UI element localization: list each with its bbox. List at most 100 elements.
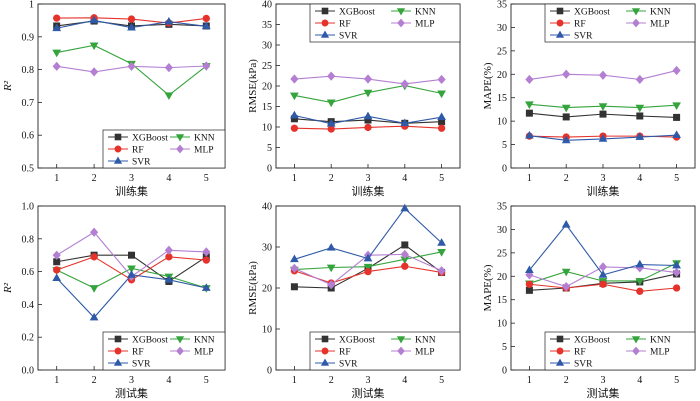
- data-point: [599, 110, 607, 118]
- legend-label: MLP: [415, 19, 435, 29]
- data-point: [127, 22, 136, 31]
- y-tick-label: 1: [29, 0, 34, 11]
- legend-entry: XGBoost: [108, 335, 168, 345]
- data-point: [164, 63, 173, 73]
- legend-label: KNN: [194, 133, 215, 143]
- legend-entry: RF: [315, 347, 351, 357]
- x-tick-label: 3: [601, 173, 606, 184]
- data-point: [53, 266, 61, 274]
- x-tick-label: 3: [129, 173, 134, 184]
- x-tick-label: 1: [54, 375, 59, 386]
- y-axis-label: R²: [2, 282, 14, 294]
- data-point: [326, 264, 336, 273]
- data-point: [127, 265, 136, 274]
- data-point: [363, 253, 373, 262]
- x-tick-label: 1: [292, 375, 297, 386]
- legend-entry: XGBoost: [315, 335, 375, 345]
- data-point: [127, 61, 136, 71]
- chart-panel-1: 0.5 0.6 0.7 0.8 0.9 1 1 2 3 4 5 训练集 R² XGBoost KNN RF ML…: [2, 0, 226, 198]
- data-point: [561, 135, 571, 144]
- legend-marker: [632, 18, 640, 28]
- data-point: [52, 273, 62, 282]
- series-svr: [52, 270, 211, 321]
- y-tick-label: 10: [262, 325, 272, 336]
- series-svr: [290, 110, 446, 127]
- data-point: [202, 14, 210, 23]
- legend-entry: MLP: [391, 18, 435, 29]
- y-tick-label: 20: [262, 284, 272, 295]
- data-point: [672, 260, 681, 269]
- series-knn: [525, 101, 681, 113]
- legend-entry: RF: [550, 347, 586, 357]
- y-tick-label: 10: [262, 123, 272, 134]
- legend-label: SVR: [339, 359, 358, 369]
- data-point: [202, 247, 211, 257]
- x-tick-label: 5: [439, 173, 444, 184]
- legend-marker: [555, 358, 565, 366]
- y-tick-label: 40: [262, 202, 272, 213]
- data-point: [202, 256, 210, 264]
- x-axis-label: 测试集: [352, 386, 385, 400]
- x-tick-label: 4: [166, 173, 171, 184]
- y-tick-label: 0.9: [22, 32, 35, 43]
- legend-label: KNN: [650, 7, 671, 17]
- data-point: [89, 312, 99, 321]
- y-tick-label: 30: [262, 41, 272, 52]
- data-point: [52, 61, 61, 71]
- legend-entry: KNN: [170, 335, 215, 345]
- legend-marker: [556, 347, 564, 355]
- y-tick-label: 30: [262, 243, 272, 254]
- legend-entry: KNN: [391, 335, 436, 345]
- y-tick-label: 40: [262, 0, 272, 11]
- x-tick-label: 5: [439, 375, 444, 386]
- legend-label: RF: [132, 145, 144, 155]
- chart-panel-6: 0 5 10 15 20 25 30 35 1 2 3 4 5 测试集 MAPE(%) XGBoost KNN R…: [482, 202, 696, 400]
- data-point: [201, 283, 211, 291]
- legend: XGBoost KNN RF MLP SVR: [309, 3, 461, 43]
- data-point: [599, 280, 607, 288]
- series-svr: [52, 15, 211, 32]
- y-tick-label: 25: [262, 61, 272, 72]
- data-point: [326, 99, 336, 108]
- data-point: [437, 90, 446, 99]
- data-point: [673, 113, 681, 121]
- legend-entry: RF: [108, 347, 144, 357]
- data-point: [525, 130, 534, 139]
- y-tick-label: 10: [497, 117, 507, 128]
- y-tick-label: 20: [497, 272, 507, 283]
- y-tick-label: 35: [497, 202, 507, 213]
- legend-marker: [113, 156, 123, 164]
- y-axis-label: MAPE(%): [482, 62, 494, 109]
- data-point: [363, 263, 373, 272]
- legend-marker: [556, 19, 564, 27]
- legend-label: MLP: [650, 347, 670, 357]
- legend-marker: [114, 133, 122, 141]
- data-point: [52, 250, 61, 260]
- y-axis-label: RMSE(kPa): [247, 59, 259, 113]
- legend-marker: [175, 134, 185, 142]
- data-point: [326, 243, 336, 251]
- legend: XGBoost KNN RF MLP SVR: [544, 3, 696, 43]
- legend-marker: [555, 30, 565, 38]
- legend-marker: [631, 336, 641, 344]
- legend-label: RF: [132, 347, 144, 357]
- legend-marker: [556, 335, 564, 343]
- legend-entry: SVR: [550, 30, 593, 41]
- x-tick-label: 4: [402, 375, 407, 386]
- data-point: [598, 270, 608, 278]
- legend-entry: SVR: [550, 358, 593, 369]
- legend-label: RF: [574, 347, 586, 357]
- data-point: [636, 112, 644, 120]
- legend-marker: [320, 358, 330, 366]
- data-point: [89, 285, 99, 293]
- legend-marker: [321, 19, 329, 27]
- x-tick-label: 5: [674, 173, 679, 184]
- data-point: [127, 270, 136, 278]
- y-tick-label: 25: [497, 46, 507, 57]
- series-svr: [525, 130, 681, 144]
- x-tick-label: 3: [366, 375, 371, 386]
- legend-entry: SVR: [108, 156, 151, 167]
- data-point: [437, 124, 446, 132]
- data-point: [525, 109, 533, 117]
